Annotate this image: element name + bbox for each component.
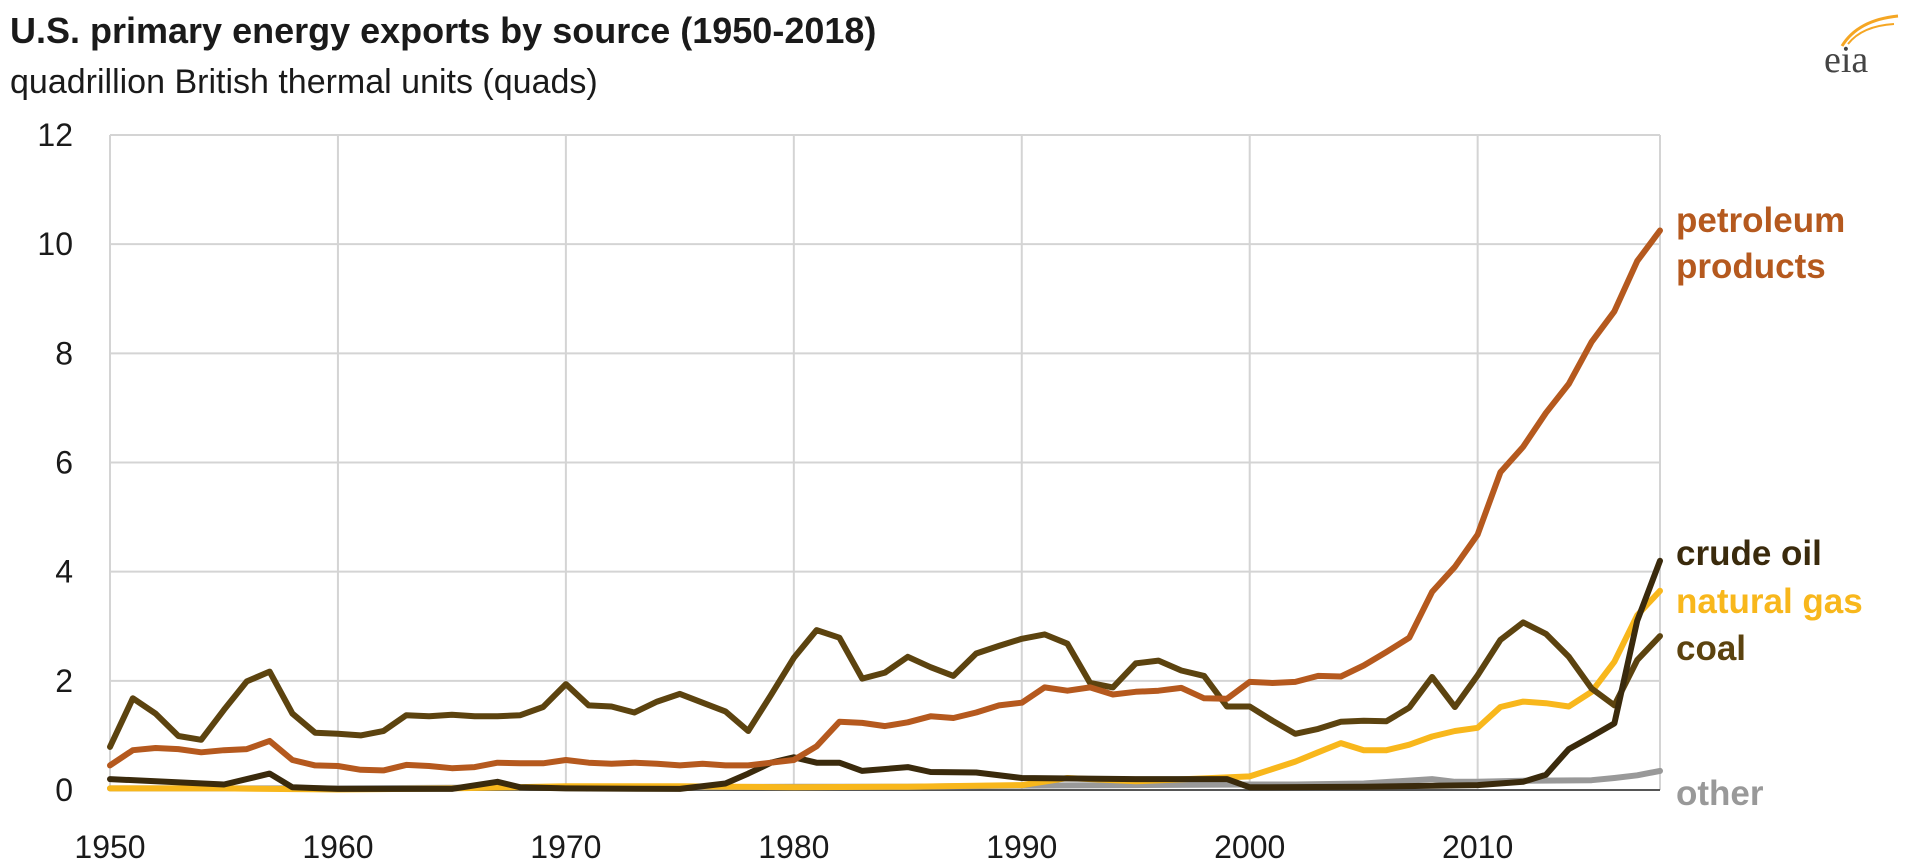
series-lines <box>107 227 1663 793</box>
grid <box>109 134 1661 791</box>
logo-arc <box>1840 14 1899 47</box>
y-tick-label: 10 <box>37 226 73 262</box>
series-labels: other natural gas coal crude oil petroleum pr… <box>1676 201 1863 813</box>
logo-arc-inner <box>1847 23 1895 45</box>
y-tick-label: 2 <box>55 663 73 699</box>
eia-logo: eia <box>1824 14 1899 80</box>
x-tick-label: 1960 <box>302 829 373 865</box>
series-label-other: other <box>1676 774 1764 813</box>
y-tick-label: 8 <box>55 335 73 371</box>
series-label-petroleum_products: petroleum <box>1676 201 1845 240</box>
y-tick-label: 0 <box>55 772 73 808</box>
chart-title: U.S. primary energy exports by source (1… <box>10 10 877 51</box>
series-line-petroleum_products <box>107 227 1663 774</box>
y-tick-label: 6 <box>55 445 73 481</box>
x-tick-label: 1950 <box>74 829 145 865</box>
y-tick-label: 4 <box>55 554 73 590</box>
x-tick-label: 1980 <box>758 829 829 865</box>
chart-subtitle: quadrillion British thermal units (quads… <box>10 63 598 101</box>
series-line-crude_oil <box>107 557 1663 792</box>
series-line-coal <box>107 619 1663 750</box>
series-label-coal: coal <box>1676 629 1746 668</box>
series-label-natural_gas: natural gas <box>1676 582 1863 621</box>
logo-text: eia <box>1824 39 1868 80</box>
y-tick-label: 12 <box>37 117 73 153</box>
x-tick-label: 2000 <box>1214 829 1285 865</box>
x-tick-label: 1970 <box>530 829 601 865</box>
series-line-natural_gas <box>107 587 1663 793</box>
series-label-petroleum_products: products <box>1676 247 1826 286</box>
series-label-crude_oil: crude oil <box>1676 534 1822 573</box>
x-tick-label: 2010 <box>1442 829 1513 865</box>
x-tick-label: 1990 <box>986 829 1057 865</box>
